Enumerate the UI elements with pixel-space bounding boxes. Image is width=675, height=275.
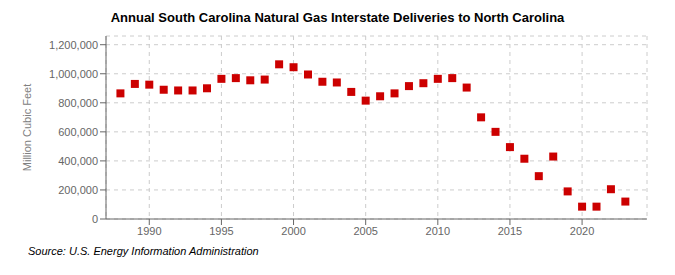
svg-text:2005: 2005: [353, 225, 377, 237]
svg-text:800,000: 800,000: [58, 97, 98, 109]
svg-text:1,200,000: 1,200,000: [49, 39, 98, 51]
html-text:Annual South Carolina Natural: Annual South Carolina Natural Gas Inters…: [110, 10, 565, 25]
svg-text:1990: 1990: [137, 225, 161, 237]
svg-text:2000: 2000: [281, 225, 305, 237]
svg-text:2015: 2015: [498, 225, 522, 237]
html-text:Source: U.S. Energy Informatio: Source: U.S. Energy Information Administ…: [28, 245, 259, 257]
svg-text:600,000: 600,000: [58, 126, 98, 138]
svg-text:2010: 2010: [426, 225, 450, 237]
svg-text:1,000,000: 1,000,000: [49, 68, 98, 80]
svg-text:2020: 2020: [570, 225, 594, 237]
svg-text:200,000: 200,000: [58, 184, 98, 196]
svg-text:1995: 1995: [209, 225, 233, 237]
svg-text:Million Cubic Feet: Million Cubic Feet: [21, 84, 33, 171]
svg-text:400,000: 400,000: [58, 155, 98, 167]
svg-text:0: 0: [92, 213, 98, 225]
